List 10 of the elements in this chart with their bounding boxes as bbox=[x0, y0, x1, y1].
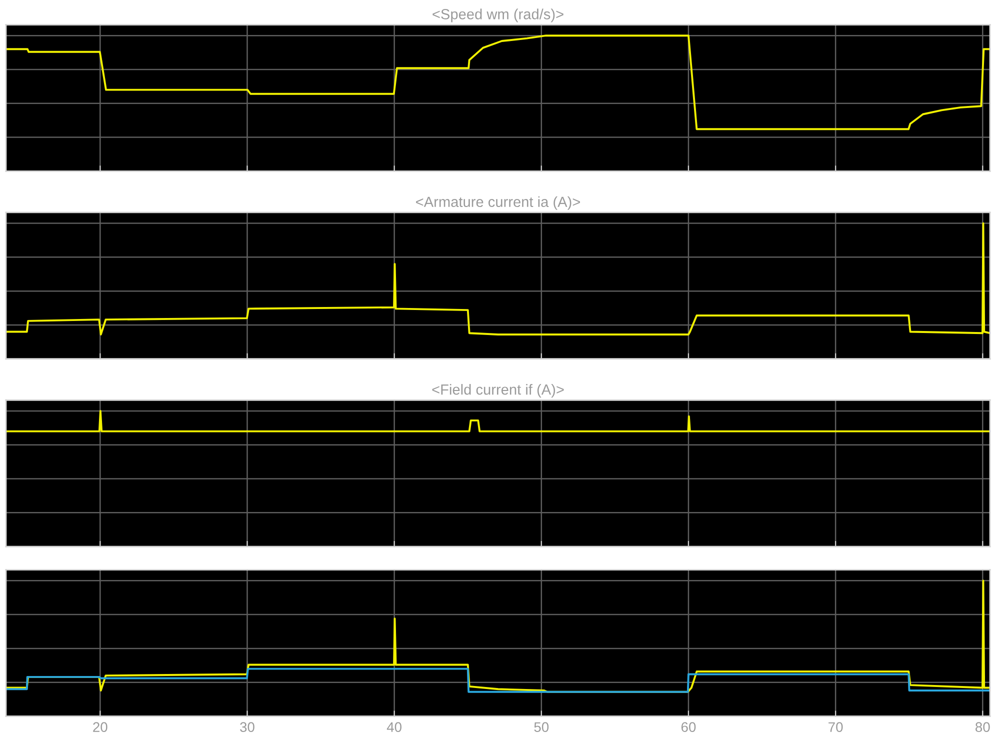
x-tick-label: 80 bbox=[976, 722, 990, 732]
x-tick-label: 30 bbox=[240, 722, 254, 732]
chart-title: <Armature current ia (A)> bbox=[416, 196, 580, 210]
x-tick-label: 20 bbox=[93, 722, 108, 732]
chart-title: <Speed wm (rad/s)> bbox=[432, 8, 564, 22]
x-tick-label: 50 bbox=[534, 722, 549, 732]
x-tick-label: 40 bbox=[386, 722, 402, 732]
chart-title: <Field current if (A)> bbox=[432, 384, 564, 398]
x-tick-label: 60 bbox=[681, 722, 696, 732]
x-tick-label: 70 bbox=[828, 722, 843, 732]
